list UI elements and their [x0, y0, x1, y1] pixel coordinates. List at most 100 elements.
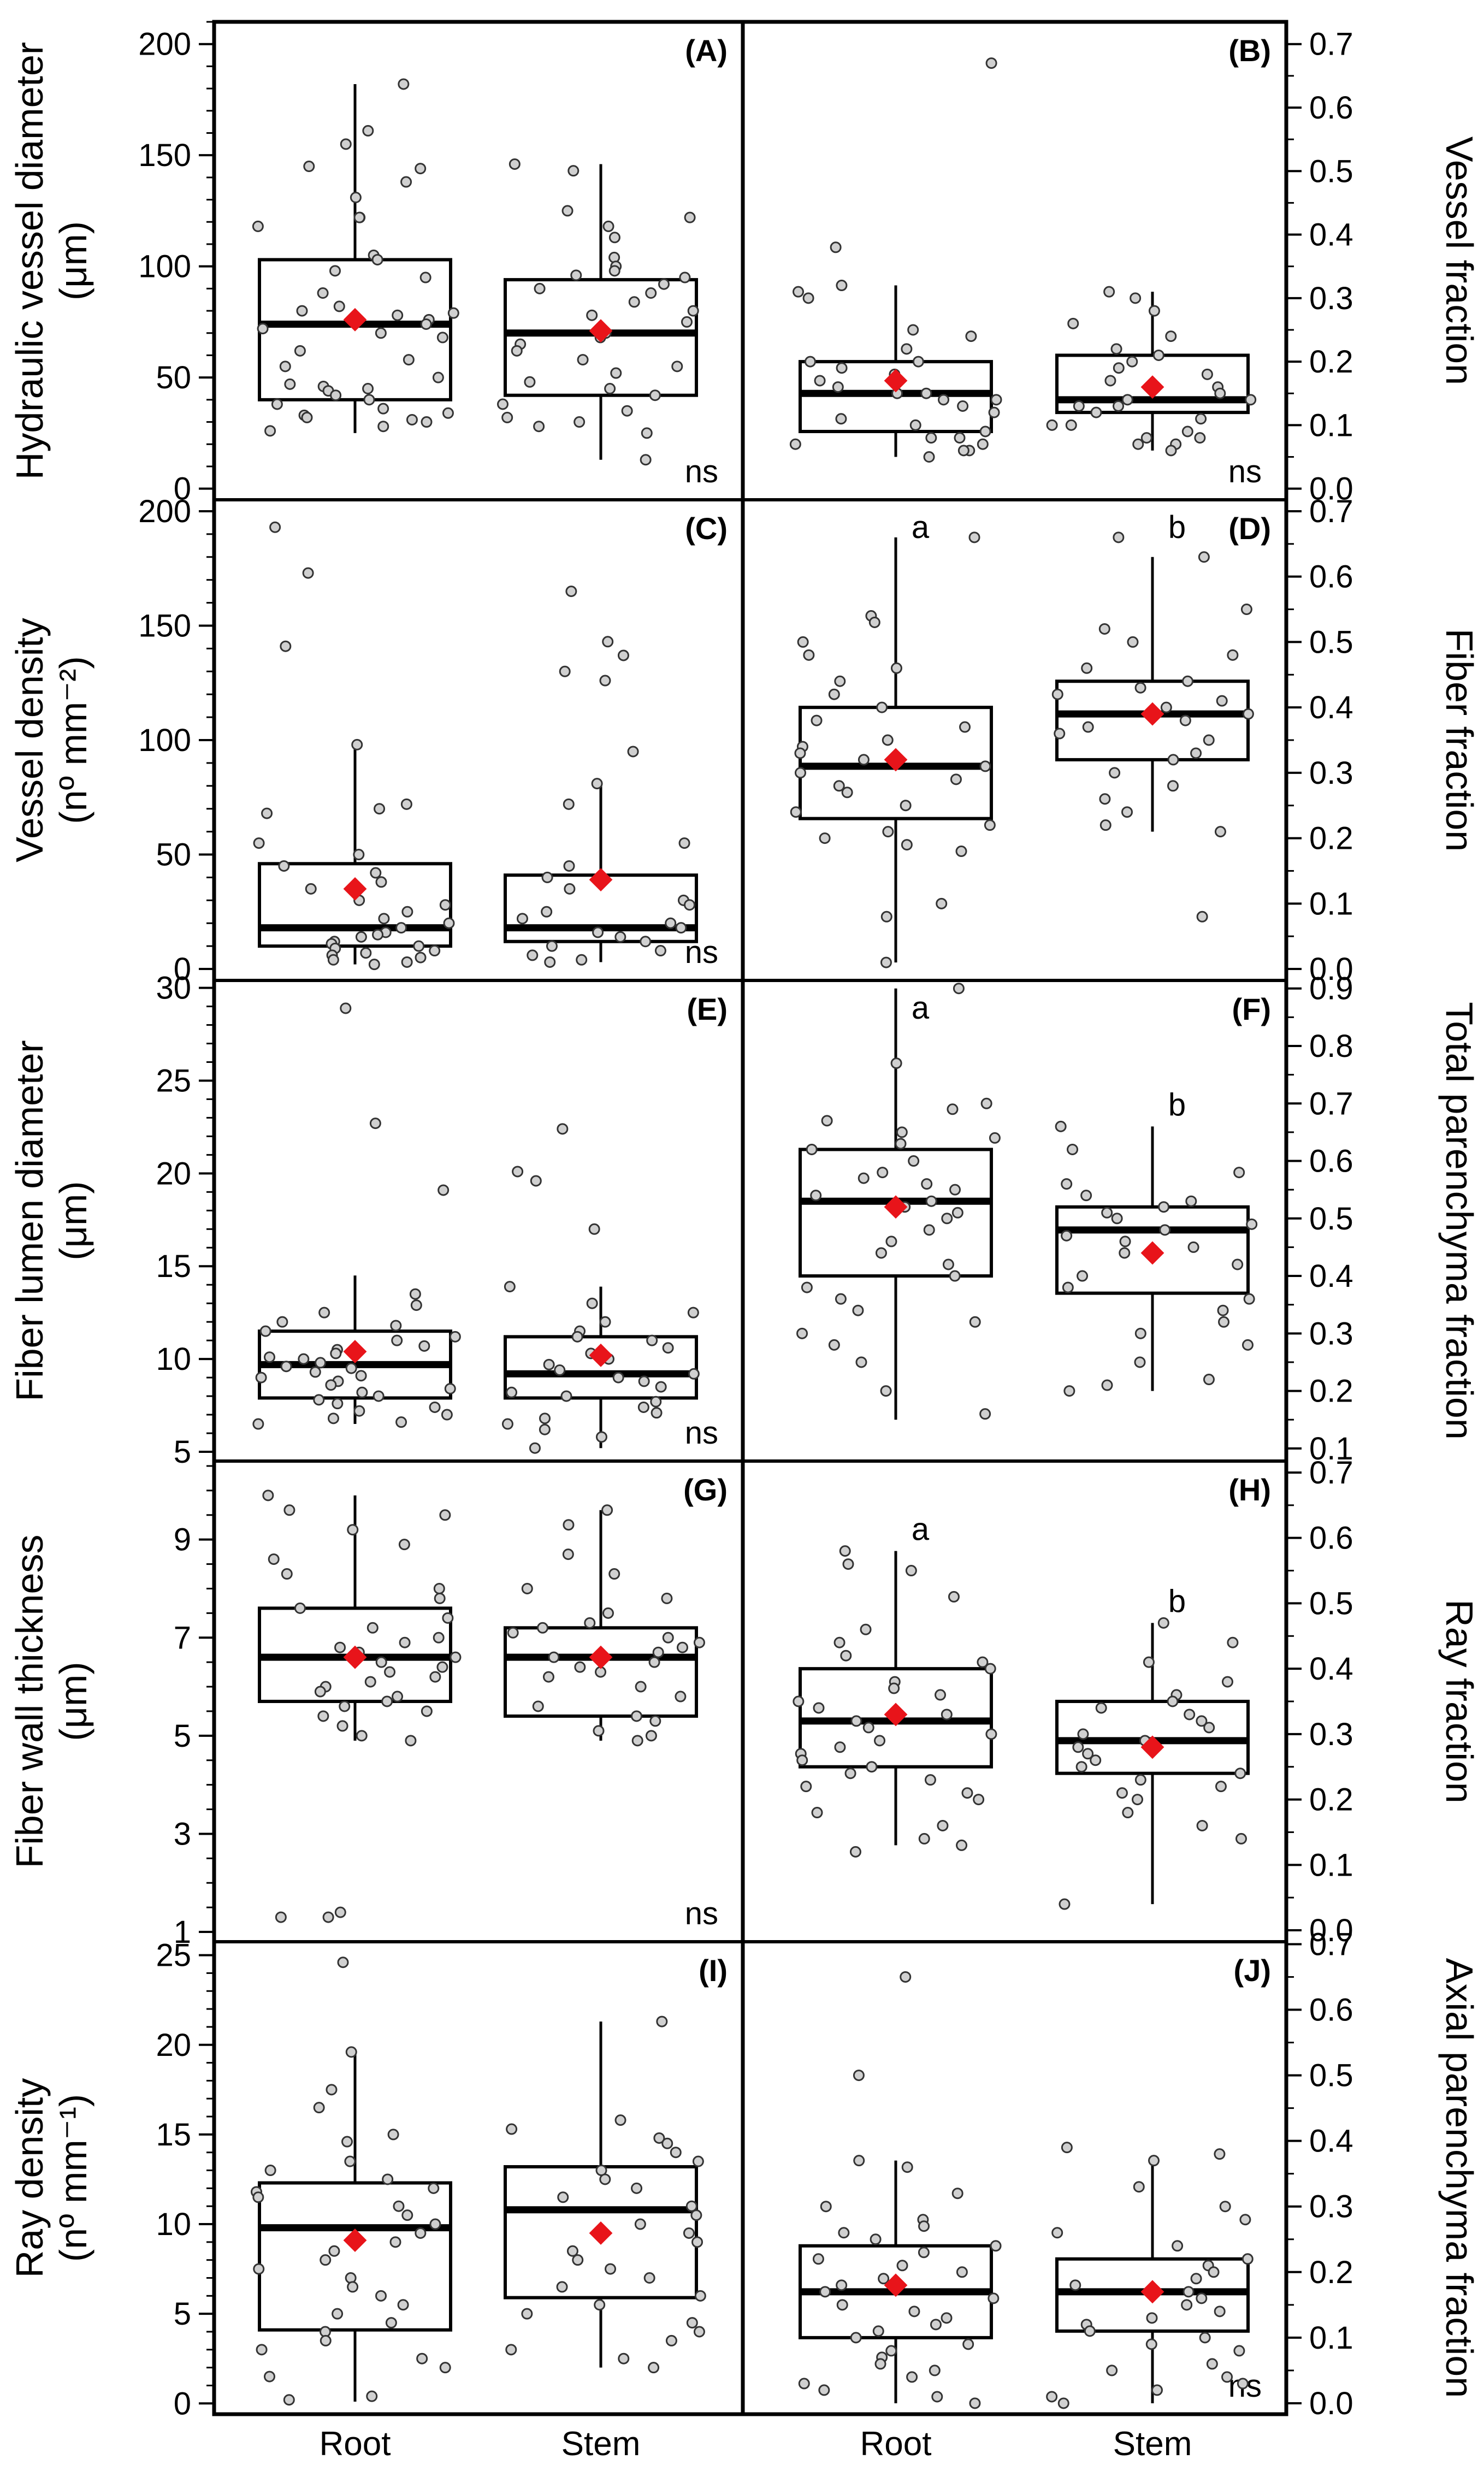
- tick-label: 0.3: [1309, 1316, 1353, 1351]
- data-point: [687, 305, 699, 317]
- data-point: [631, 1735, 643, 1747]
- data-point: [885, 1236, 897, 1248]
- data-point: [1145, 2338, 1157, 2350]
- data-point: [563, 1519, 575, 1531]
- data-point: [593, 1725, 605, 1737]
- tick-label: 0.2: [1309, 344, 1353, 380]
- data-point: [814, 375, 826, 387]
- data-point: [912, 356, 924, 368]
- data-point: [654, 945, 666, 957]
- data-point: [599, 675, 611, 687]
- data-point: [640, 454, 652, 466]
- data-point: [812, 2253, 824, 2265]
- mean-marker: [884, 1195, 908, 1219]
- data-point: [979, 760, 991, 772]
- data-point: [539, 1412, 551, 1424]
- y-axis-title: Vessel fraction: [1438, 137, 1481, 385]
- panel-h: 0.0 0.1 0.2 0.3 0.4 0.5 0.6 0.7 Ray fraction (H) a…: [793, 1455, 1481, 1948]
- data-point: [283, 2394, 295, 2406]
- data-point: [546, 940, 558, 952]
- data-point: [501, 411, 513, 423]
- tick-label: 0.5: [1309, 624, 1353, 660]
- data-point: [344, 2155, 356, 2167]
- data-point: [1072, 1741, 1084, 1753]
- tick-label: 0.6: [1309, 559, 1353, 595]
- y-axis-title: Hydraulic vessel diameter: [8, 42, 51, 480]
- data-point: [860, 1623, 872, 1635]
- data-point: [962, 2338, 974, 2350]
- box-root: [789, 57, 1002, 463]
- data-point: [560, 1390, 572, 1402]
- data-point: [1130, 292, 1142, 304]
- data-point: [595, 1431, 607, 1443]
- data-point: [820, 2201, 832, 2213]
- group-letter: b: [1168, 510, 1186, 545]
- data-point: [264, 2165, 276, 2177]
- tick-label: 0.6: [1309, 1993, 1353, 2028]
- data-point: [429, 2218, 441, 2230]
- data-point: [1143, 1656, 1155, 1668]
- data-point: [988, 406, 1000, 418]
- data-point: [1146, 2312, 1158, 2324]
- data-point: [1132, 1794, 1144, 1806]
- data-point: [621, 405, 633, 417]
- data-point: [870, 2233, 882, 2245]
- data-point: [1196, 911, 1208, 923]
- data-point: [640, 936, 652, 948]
- data-point: [504, 1281, 516, 1293]
- data-point: [341, 2136, 353, 2148]
- data-point: [901, 2161, 913, 2173]
- y-axis-title: Axial parenchyma fraction: [1438, 1958, 1481, 2398]
- data-point: [326, 2084, 338, 2096]
- box-stem: b: [1051, 510, 1254, 923]
- tick-label: 100: [138, 723, 191, 758]
- data-point: [395, 922, 407, 934]
- data-point: [907, 324, 919, 336]
- data-point: [789, 438, 801, 450]
- tick-label: 0.2: [1309, 2255, 1353, 2290]
- data-point: [830, 241, 842, 253]
- data-point: [577, 354, 589, 366]
- data-point: [1183, 2286, 1195, 2298]
- data-point: [908, 1155, 920, 1167]
- data-point: [1196, 1819, 1208, 1831]
- data-point: [1084, 2325, 1096, 2337]
- data-point: [834, 1741, 846, 1753]
- data-point: [439, 899, 451, 911]
- data-point: [836, 2299, 848, 2311]
- data-point: [418, 1340, 430, 1352]
- data-point: [649, 1715, 661, 1727]
- panel-label: (C): [685, 511, 728, 546]
- data-point: [1090, 406, 1102, 418]
- data-point: [604, 383, 616, 395]
- data-point: [872, 2325, 884, 2337]
- mean-marker: [343, 877, 367, 901]
- data-point: [806, 1143, 818, 1155]
- data-point: [662, 1631, 674, 1644]
- data-point: [835, 413, 847, 425]
- data-point: [353, 849, 365, 861]
- data-point: [345, 2272, 357, 2284]
- panel-label: (A): [685, 33, 728, 68]
- data-point: [641, 427, 653, 439]
- data-point: [880, 911, 892, 923]
- tick-label: 1: [174, 1914, 191, 1950]
- panel-label: (I): [699, 1953, 728, 1988]
- data-point: [1190, 747, 1202, 759]
- data-point: [658, 278, 670, 290]
- data-point: [255, 1372, 267, 1384]
- data-point: [557, 1123, 569, 1135]
- data-point: [1113, 531, 1125, 543]
- data-point: [1073, 400, 1085, 412]
- tick-label: 100: [138, 249, 191, 285]
- data-point: [693, 1636, 705, 1648]
- data-point: [804, 356, 816, 368]
- y-axis-right: 0.0 0.1 0.2 0.3 0.4 0.5 0.6 0.7: [1286, 1455, 1353, 1948]
- data-point: [941, 2312, 953, 2324]
- data-point: [665, 917, 677, 929]
- data-point: [521, 1582, 533, 1594]
- data-point: [684, 211, 696, 223]
- data-point: [948, 1591, 960, 1603]
- data-point: [921, 1178, 933, 1190]
- x-label-stem-left: Stem: [561, 2425, 641, 2463]
